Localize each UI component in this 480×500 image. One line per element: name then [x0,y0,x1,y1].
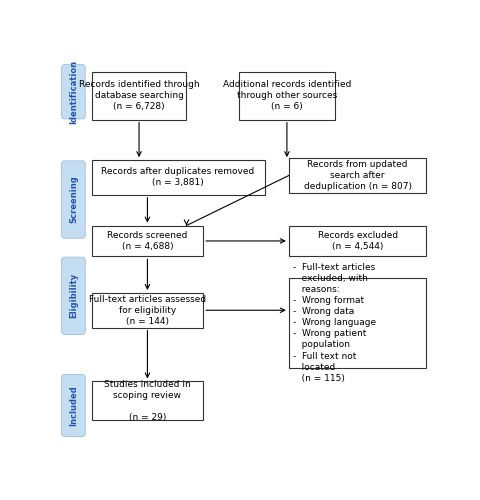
FancyBboxPatch shape [289,226,426,256]
FancyBboxPatch shape [289,278,426,368]
Text: Records from updated
search after
deduplication (n = 807): Records from updated search after dedupl… [304,160,412,191]
FancyBboxPatch shape [61,257,85,334]
Text: Records after duplicates removed
(n = 3,881): Records after duplicates removed (n = 3,… [101,168,255,188]
Text: Identification: Identification [69,60,78,124]
Text: Included: Included [69,385,78,426]
Text: Records screened
(n = 4,688): Records screened (n = 4,688) [107,231,188,251]
FancyBboxPatch shape [239,72,335,120]
Text: Records excluded
(n = 4,544): Records excluded (n = 4,544) [318,231,397,251]
Text: Eligibility: Eligibility [69,273,78,318]
Text: Screening: Screening [69,176,78,224]
FancyBboxPatch shape [92,72,186,120]
FancyBboxPatch shape [92,382,203,420]
FancyBboxPatch shape [61,161,85,238]
Text: Additional records identified
through other sources
(n = 6): Additional records identified through ot… [223,80,351,111]
FancyBboxPatch shape [92,226,203,256]
FancyBboxPatch shape [61,64,85,119]
FancyBboxPatch shape [92,293,203,328]
FancyBboxPatch shape [289,158,426,193]
FancyBboxPatch shape [61,374,85,436]
Text: Records identified through
database searching
(n = 6,728): Records identified through database sear… [79,80,199,111]
Text: -  Full-text articles
   excluded, with
   reasons:
-  Wrong format
-  Wrong dat: - Full-text articles excluded, with reas… [293,263,376,383]
FancyBboxPatch shape [92,160,264,194]
Text: Full-text articles assessed
for eligibility
(n = 144): Full-text articles assessed for eligibil… [89,294,206,326]
Text: Studies included in
scoping review

(n = 29): Studies included in scoping review (n = … [104,380,191,422]
